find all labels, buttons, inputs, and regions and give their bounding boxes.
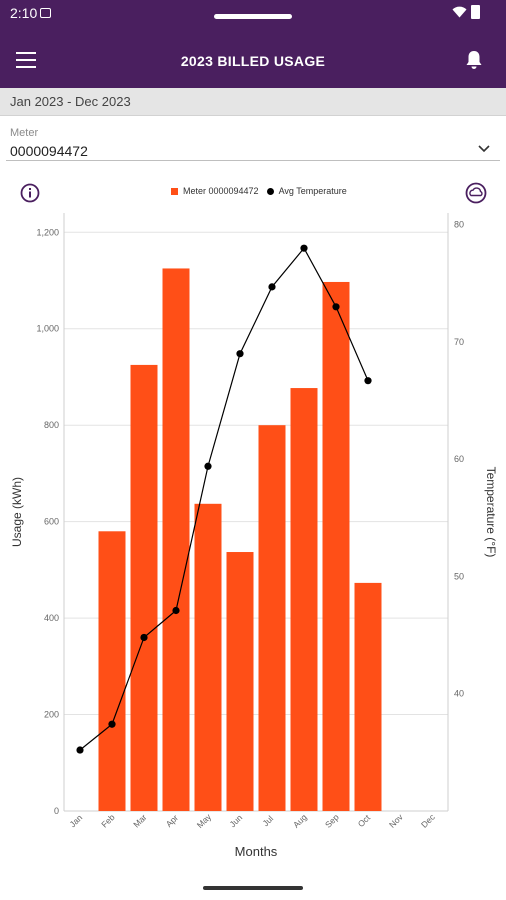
x-axis-title: Months [235,844,278,859]
x-tick-label: Jun [227,812,244,829]
y-tick-label: 1,200 [36,227,59,237]
temperature-point-oct [364,377,372,385]
home-indicator [203,886,303,890]
y-tick-label: 1,000 [36,324,59,334]
temperature-point-feb [108,720,116,728]
date-range-bar: Jan 2023 - Dec 2023 [0,88,506,116]
camera-pill [214,14,292,19]
app-bar: 2023 BILLED USAGE [0,34,506,88]
legend-swatch-usage [171,187,178,195]
y-tick-label: 600 [44,517,59,527]
temperature-line [79,247,369,751]
temperature-point-jul [268,283,276,291]
temperature-point-jun [236,350,244,358]
meter-dropdown[interactable] [6,125,500,161]
y-tick-label: 200 [44,710,59,720]
x-tick-label: Aug [291,812,309,830]
weather-icon[interactable] [465,182,487,204]
legend-swatch-temperature [266,187,274,195]
meter-label: Meter [10,127,39,139]
bar-jun [226,552,254,811]
temperature-point-jan [76,746,84,754]
bell-icon[interactable] [465,50,483,70]
x-tick-label: Oct [356,812,373,829]
bar-sep [322,281,350,811]
x-tick-label: May [195,811,214,830]
wifi-icon [452,6,467,18]
bar-may [194,503,222,811]
bar-feb [98,531,126,811]
hamburger-icon[interactable] [16,52,36,68]
temperature-point-apr [172,606,180,615]
bar-apr [162,268,190,811]
bar-oct [354,582,382,811]
date-range-label: Jan 2023 - Dec 2023 [10,94,131,109]
bar-aug [290,388,318,811]
x-tick-label: Sep [323,812,341,830]
battery-icon [471,5,480,19]
bar-jul [258,425,286,811]
y-tick-label: 800 [44,420,59,430]
y2-tick-label: 60 [454,454,464,464]
status-time: 2:10 [10,5,38,21]
x-tick-label: Jul [260,813,275,828]
chart-legend: Meter 0000094472 Avg Temperature [171,186,347,196]
x-tick-label: Dec [419,811,437,829]
page-title: 2023 BILLED USAGE [180,53,326,69]
x-tick-label: Apr [164,813,181,830]
legend-label-usage: Meter 0000094472 [183,186,259,196]
x-tick-label: Feb [99,812,117,830]
y2-tick-label: 50 [454,571,464,581]
y-axis-title: Usage (kWh) [10,477,24,547]
notification-icon [40,8,51,18]
y2-tick-label: 70 [454,337,464,347]
usage-chart: 0 200 400 600 800 1,000 1,200 40 50 60 70 80 Jan Feb M… [10,213,498,859]
chevron-down-icon [478,145,490,153]
y-tick-label: 0 [54,806,59,816]
x-tick-label: Mar [131,812,149,830]
x-tick-label: Jan [67,812,84,829]
bar-mar [130,364,158,811]
y2-tick-label: 80 [454,220,464,230]
y2-axis-title: Temperature (°F) [484,467,498,558]
temperature-point-aug [300,244,308,252]
y2-tick-label: 40 [454,689,464,699]
temperature-point-may [204,462,212,470]
status-bar: 2:10 [0,0,506,34]
temperature-point-sep [332,303,340,311]
meter-value: 0000094472 [10,143,88,159]
x-tick-label: Nov [387,811,405,829]
legend-label-temperature: Avg Temperature [278,186,347,196]
y-tick-label: 400 [44,613,59,623]
info-icon[interactable] [20,183,40,203]
temperature-point-mar [140,633,148,642]
